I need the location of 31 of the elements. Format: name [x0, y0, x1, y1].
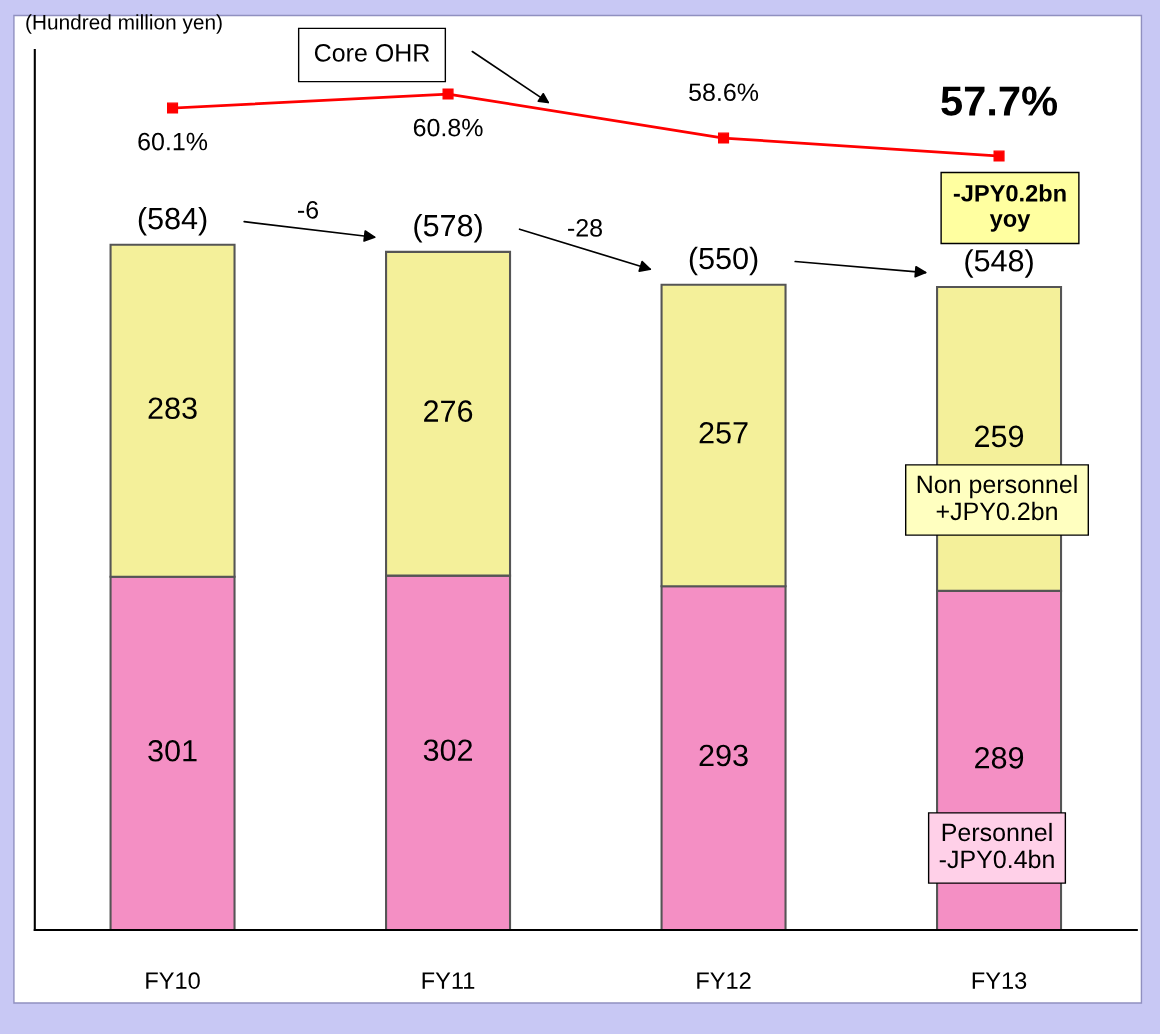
- point: [166, 102, 179, 114]
- data-label: 257: [699, 422, 748, 444]
- annotation: -6: [298, 201, 319, 219]
- data-label: 301: [148, 739, 197, 762]
- data-label: 60.1%: [138, 132, 208, 151]
- annotation: Personnel -JPY0.4bn: [939, 822, 1054, 869]
- annotation: -28: [568, 219, 602, 237]
- x-tick-label: FY10: [146, 972, 200, 989]
- data-label: 289: [975, 747, 1024, 769]
- data-label: 57.7%: [941, 86, 1058, 116]
- total-label: (584): [138, 206, 207, 236]
- data-label: 283: [148, 397, 197, 420]
- point: [442, 88, 454, 100]
- data-label: 58.6%: [689, 83, 759, 102]
- annotation: Core OHR: [314, 44, 430, 62]
- data-label: 60.8%: [413, 118, 483, 137]
- x-tick-label: FY12: [697, 972, 751, 989]
- x-tick-label: FY11: [422, 972, 475, 989]
- point: [993, 150, 1005, 162]
- data-label: 302: [423, 739, 473, 762]
- data-label: 293: [699, 744, 748, 767]
- total-label: (578): [414, 213, 482, 243]
- annotation: Non personnel +JPY0.2bn: [917, 474, 1077, 521]
- total-label: (550): [689, 246, 758, 276]
- x-tick-label: FY13: [972, 972, 1027, 989]
- annotation: -JPY0.2bn yoy: [953, 184, 1066, 232]
- total-label: (548): [965, 249, 1033, 278]
- point: [717, 132, 730, 144]
- data-label: 259: [975, 425, 1024, 448]
- data-label: 276: [424, 400, 473, 422]
- text: (Hundred million yen): [26, 14, 222, 34]
